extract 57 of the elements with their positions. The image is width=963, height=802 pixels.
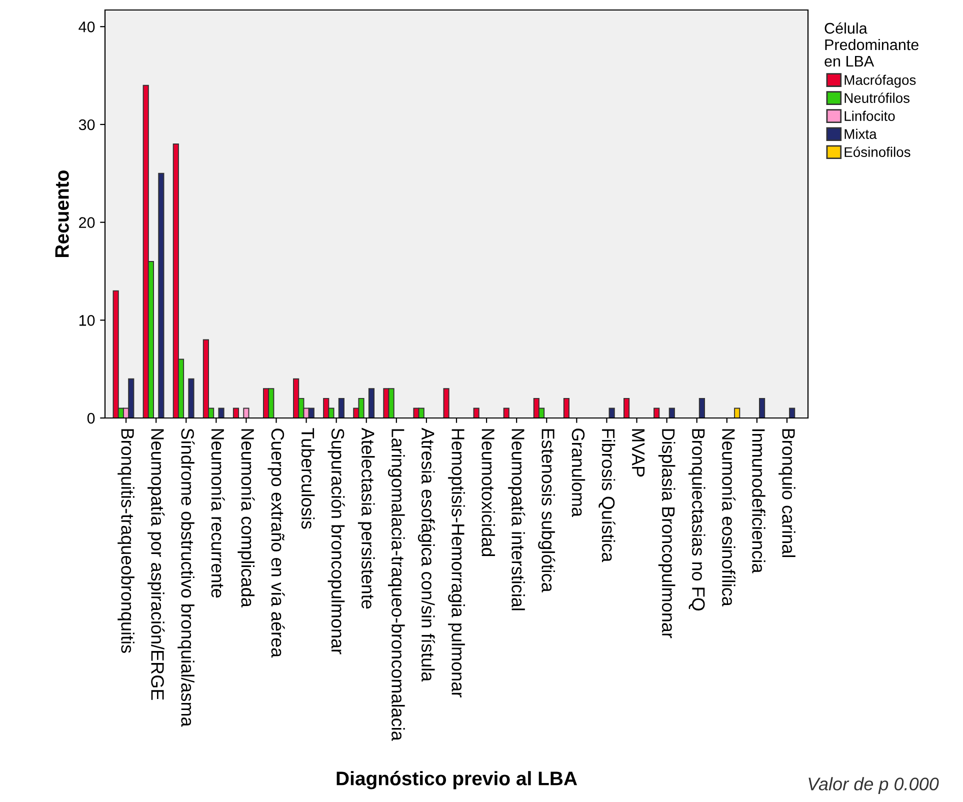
bar [158, 172, 164, 418]
x-axis-title: Diagnóstico previo al LBA [336, 770, 577, 790]
bar [758, 398, 766, 418]
legend-label: Eósinofilos [844, 146, 910, 158]
y-tick-label: 0 [87, 412, 95, 424]
x-tick-label: Granuloma [572, 428, 586, 518]
x-tick-label: Cuerpo extraño en vía aérea [268, 428, 285, 658]
x-tick-label: Estenosis subglótica [538, 429, 556, 592]
bar [368, 388, 375, 418]
x-tick-label: MVAP [632, 429, 645, 477]
y-tick-label: 40 [78, 22, 95, 32]
x-tick-label: Neumopatía intersticial [508, 429, 526, 610]
bar [443, 388, 450, 418]
bar [734, 408, 740, 418]
bar [338, 398, 344, 418]
x-tick-label: Neumopatía por aspiración/ERGE [148, 429, 165, 700]
x-tick-label: Displasia Broncopulmonar [658, 429, 676, 638]
x-tick-label: Tuberculosis [301, 428, 315, 529]
x-tick-label: Bronquitis-traqueobronquitis [118, 429, 134, 653]
bar [608, 408, 615, 418]
legend-title: Célula Predominante en LBA [824, 22, 918, 67]
x-tick-label: Inmunodeficiencia [752, 429, 766, 574]
bar [243, 408, 250, 418]
legend-label: Neutrófilos [844, 92, 910, 103]
x-tick-label: Supuración broncopulmonar [328, 428, 345, 654]
bar [503, 408, 510, 418]
bar [218, 408, 224, 418]
bar [563, 398, 570, 418]
bar [112, 290, 119, 418]
x-tick-label: Bronquiectasias no FQ [688, 429, 706, 611]
x-tick-label: Neumonía complicada [238, 429, 255, 608]
x-tick-label: Hemoptisis-Hemorragia pulmonar [448, 429, 465, 698]
legend-label: Macrófagos [844, 74, 916, 88]
legend-label: Linfocito [844, 110, 895, 121]
legend-label: Mixta [844, 128, 877, 139]
y-tick-label: 20 [79, 217, 95, 228]
x-tick-label: Síndrome obstructivo bronquial/asma [178, 428, 195, 727]
bar [232, 408, 240, 418]
text: Valor de p 0.000 [808, 777, 939, 794]
bar [188, 378, 194, 418]
y-axis-title: Recuento [55, 170, 69, 257]
bar [668, 408, 675, 418]
bar [698, 398, 705, 418]
x-tick-label: Neumonía recurrente [211, 429, 225, 598]
x-tick-label: Laringomalacia-traqueo-broncomalacia [388, 429, 405, 741]
y-tick-label: 10 [79, 315, 95, 326]
bar [624, 398, 630, 418]
x-tick-label: Neumotoxicidad [482, 429, 495, 556]
bar [473, 408, 480, 418]
x-tick-label: Atresia esofágica con/sin fístula [418, 428, 435, 682]
x-tick-label: Neumonía eosinofílica [722, 429, 736, 606]
x-tick-label: Fibrosis Quística [598, 429, 616, 562]
bar [654, 408, 660, 418]
y-tick-label: 30 [78, 119, 95, 130]
x-tick-label: Bronquio carinal [778, 429, 796, 557]
x-tick-label: Atelectasia persistente [358, 428, 375, 609]
bar [789, 408, 796, 418]
